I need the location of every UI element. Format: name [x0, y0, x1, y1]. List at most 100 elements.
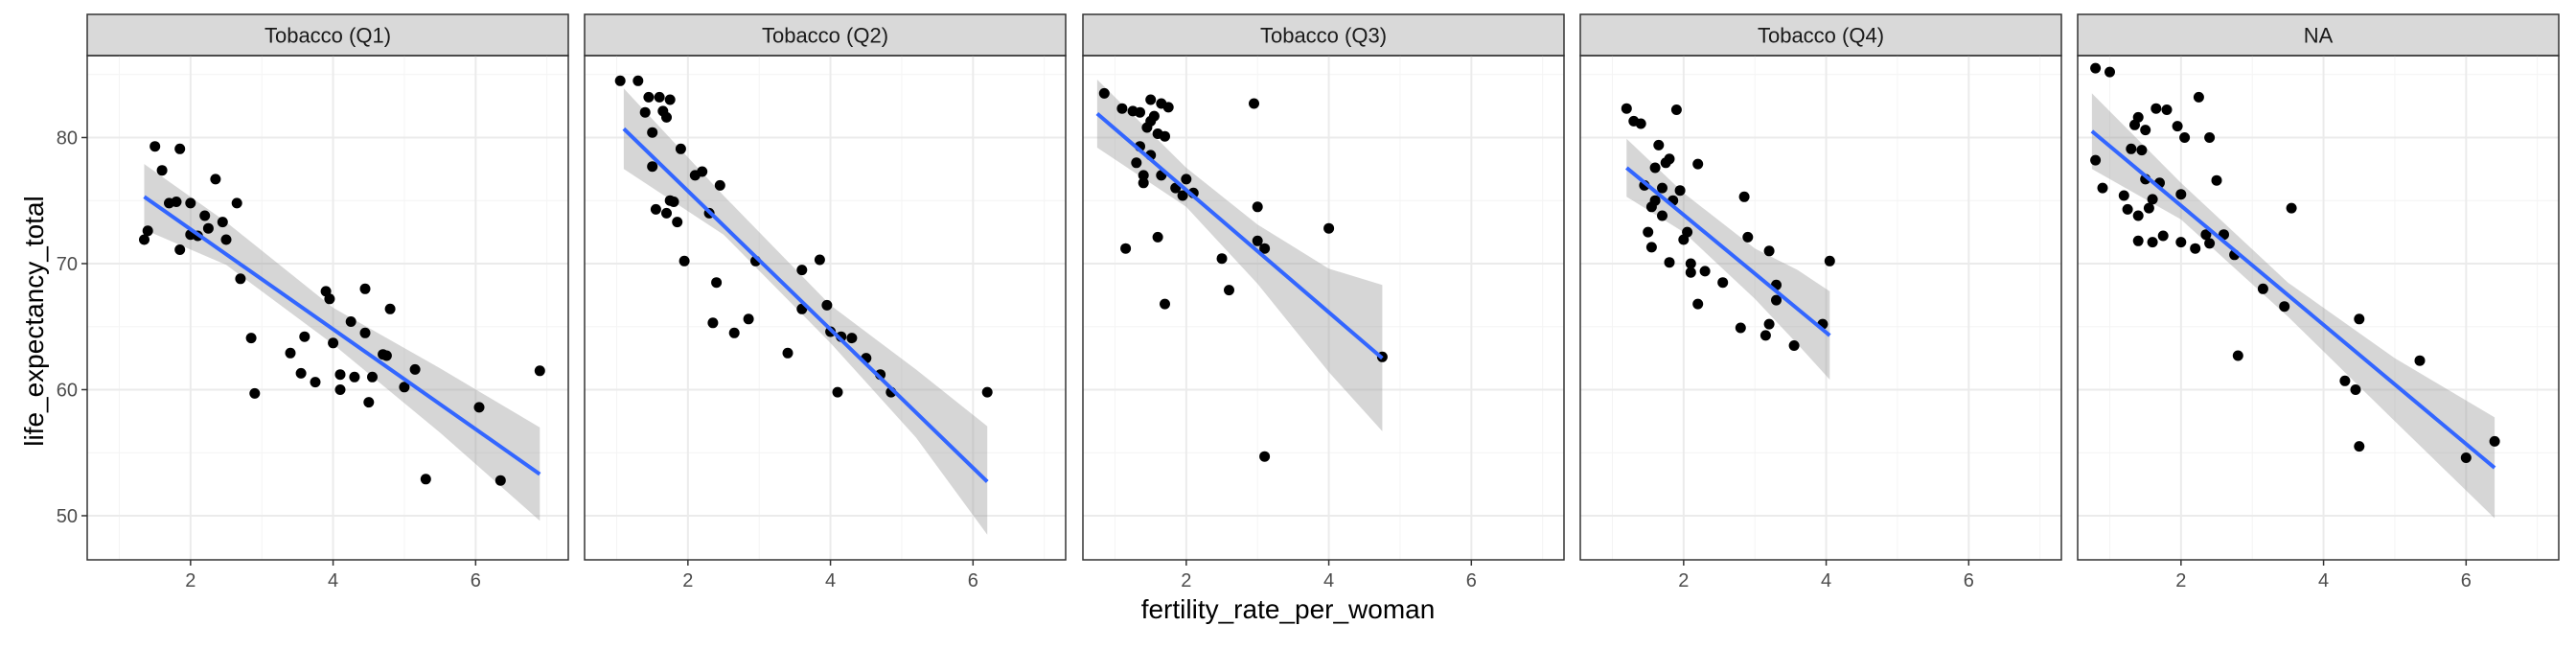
confidence-band	[1626, 138, 1830, 380]
data-point	[1145, 94, 1157, 105]
data-point	[324, 293, 335, 305]
data-point	[1649, 162, 1661, 174]
data-point	[1771, 294, 1782, 306]
x-tick-label: 4	[328, 570, 338, 591]
data-point	[1664, 257, 1675, 268]
x-tick-label: 2	[682, 570, 693, 591]
data-point	[714, 179, 725, 191]
data-point	[661, 207, 672, 219]
facet-strip-label: NA	[2304, 24, 2334, 48]
data-point	[1252, 235, 1263, 246]
data-point	[846, 333, 858, 344]
x-tick-label: 6	[968, 570, 978, 591]
x-tick-label: 4	[1323, 570, 1334, 591]
data-point	[697, 166, 708, 177]
data-point	[334, 369, 346, 381]
data-point	[654, 91, 665, 103]
data-point	[1664, 153, 1675, 165]
data-point	[1685, 267, 1696, 278]
data-point	[1674, 185, 1686, 197]
data-point	[171, 197, 182, 207]
facet-strip-label: Tobacco (Q2)	[762, 24, 888, 48]
fit-line	[143, 195, 541, 476]
data-point	[650, 203, 661, 215]
confidence-band	[2091, 93, 2496, 519]
data-point	[1645, 242, 1657, 253]
data-point	[1643, 226, 1654, 238]
data-point	[139, 234, 150, 245]
data-point	[2200, 229, 2212, 241]
data-point	[420, 474, 431, 485]
data-point	[142, 225, 153, 237]
facet-strip-label: Tobacco (Q4)	[1758, 24, 1884, 48]
data-point	[2090, 154, 2102, 166]
data-point	[1653, 139, 1665, 151]
panel-border	[1082, 55, 1565, 561]
data-point	[384, 303, 396, 314]
y-tick-label: 70	[57, 254, 78, 275]
data-point	[1252, 201, 1263, 213]
data-point	[2122, 203, 2133, 215]
y-tick-label: 60	[57, 380, 78, 401]
data-point	[2190, 243, 2201, 254]
data-point	[814, 254, 825, 266]
data-point	[2150, 103, 2162, 114]
data-point	[235, 273, 246, 285]
panel-4: Tobacco (Q4) 2 4 6	[1579, 13, 2062, 591]
data-point	[1763, 245, 1775, 257]
data-point	[299, 331, 310, 342]
data-point	[1177, 190, 1188, 201]
data-point	[675, 143, 686, 154]
data-point	[711, 277, 723, 289]
data-point	[1181, 174, 1192, 185]
data-point	[1657, 182, 1668, 194]
data-point	[245, 333, 257, 344]
data-point	[1162, 102, 1174, 113]
panel-border	[86, 55, 569, 561]
data-point	[1120, 243, 1132, 254]
data-point	[1682, 226, 1693, 238]
data-point	[614, 75, 626, 86]
data-point	[2147, 237, 2158, 248]
data-point	[174, 143, 186, 154]
data-point	[1717, 277, 1729, 289]
data-point	[1116, 103, 1128, 114]
data-point	[1692, 158, 1704, 170]
fit-line	[622, 127, 989, 483]
x-tick-label: 2	[1181, 570, 1191, 591]
panel-1: Tobacco (Q1) 2 4 6 50 60 70 80	[57, 13, 569, 591]
data-point	[2286, 202, 2297, 214]
data-point	[494, 475, 506, 486]
data-point	[796, 265, 808, 276]
data-point	[1760, 330, 1771, 341]
data-point	[534, 365, 545, 377]
data-point	[1323, 222, 1335, 234]
data-point	[1649, 195, 1661, 206]
data-point	[2147, 194, 2158, 205]
facet-strip-label: Tobacco (Q1)	[264, 24, 391, 48]
x-tick-label: 4	[1821, 570, 1831, 591]
data-point	[2414, 355, 2426, 366]
panel-border	[1579, 55, 2062, 561]
data-point	[2175, 237, 2187, 248]
data-point	[743, 313, 754, 325]
x-axis-title: fertility_rate_per_woman	[1140, 594, 1436, 624]
facet-strip	[1082, 13, 1565, 57]
data-point	[249, 387, 261, 399]
panel-2: Tobacco (Q2) 2 4 6	[584, 13, 1067, 591]
data-point	[202, 222, 214, 234]
data-point	[409, 363, 421, 375]
panel-5: NA 2 4 6	[2077, 13, 2560, 591]
data-point	[1735, 322, 1746, 334]
data-point	[1685, 258, 1696, 269]
data-point	[2126, 143, 2137, 154]
data-point	[1763, 318, 1775, 330]
data-point	[1692, 298, 1704, 310]
data-point	[349, 371, 360, 382]
y-tick-label: 50	[57, 506, 78, 527]
x-tick-label: 6	[2461, 570, 2472, 591]
data-point	[399, 382, 410, 393]
data-point	[668, 197, 679, 207]
data-point	[2104, 66, 2115, 78]
data-point	[359, 283, 371, 294]
